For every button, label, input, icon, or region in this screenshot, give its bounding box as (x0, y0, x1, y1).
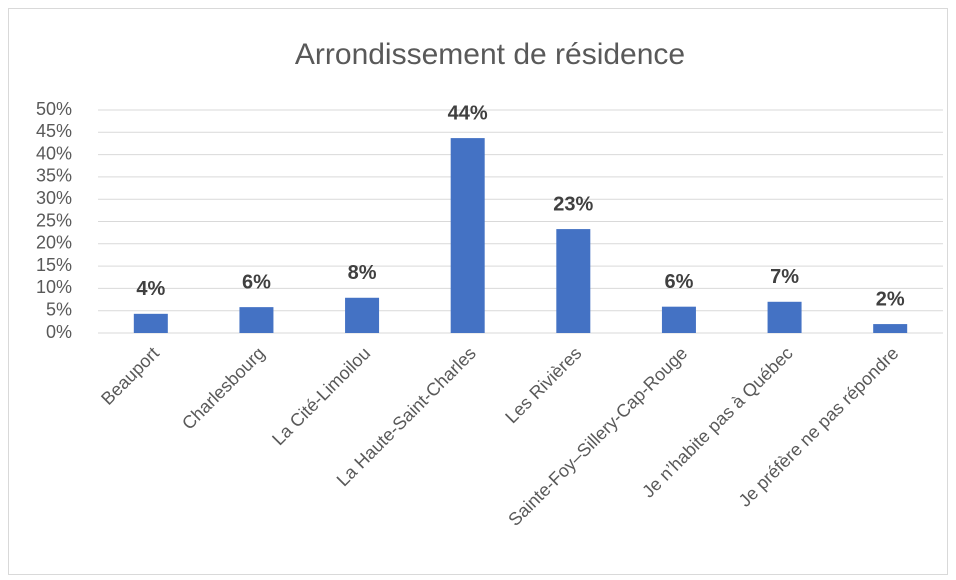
y-tick-label: 0% (46, 322, 72, 342)
y-tick-label: 30% (36, 188, 72, 208)
chart-title: Arrondissement de résidence (295, 38, 685, 71)
y-tick-label: 5% (46, 299, 72, 319)
data-label: 6% (664, 271, 693, 293)
y-tick-label: 10% (36, 277, 72, 297)
bar (450, 138, 485, 333)
data-label: 7% (770, 266, 799, 288)
data-label: 4% (136, 278, 165, 300)
bar (873, 324, 908, 333)
data-label: 6% (242, 271, 271, 293)
y-tick-label: 20% (36, 233, 72, 253)
y-tick-label: 15% (36, 255, 72, 275)
bar (133, 313, 168, 333)
y-tick-label: 25% (36, 210, 72, 230)
y-tick-label: 50% (36, 99, 72, 119)
bar (767, 301, 802, 333)
bar (661, 306, 696, 333)
y-tick-label: 35% (36, 166, 72, 186)
y-tick-label: 45% (36, 121, 72, 141)
bar (556, 229, 591, 333)
data-label: 44% (448, 102, 488, 124)
bar (345, 297, 380, 333)
y-tick-label: 40% (36, 143, 72, 163)
data-label: 2% (876, 288, 905, 310)
bar (239, 307, 274, 333)
data-label: 8% (348, 262, 377, 284)
data-label: 23% (553, 193, 593, 215)
